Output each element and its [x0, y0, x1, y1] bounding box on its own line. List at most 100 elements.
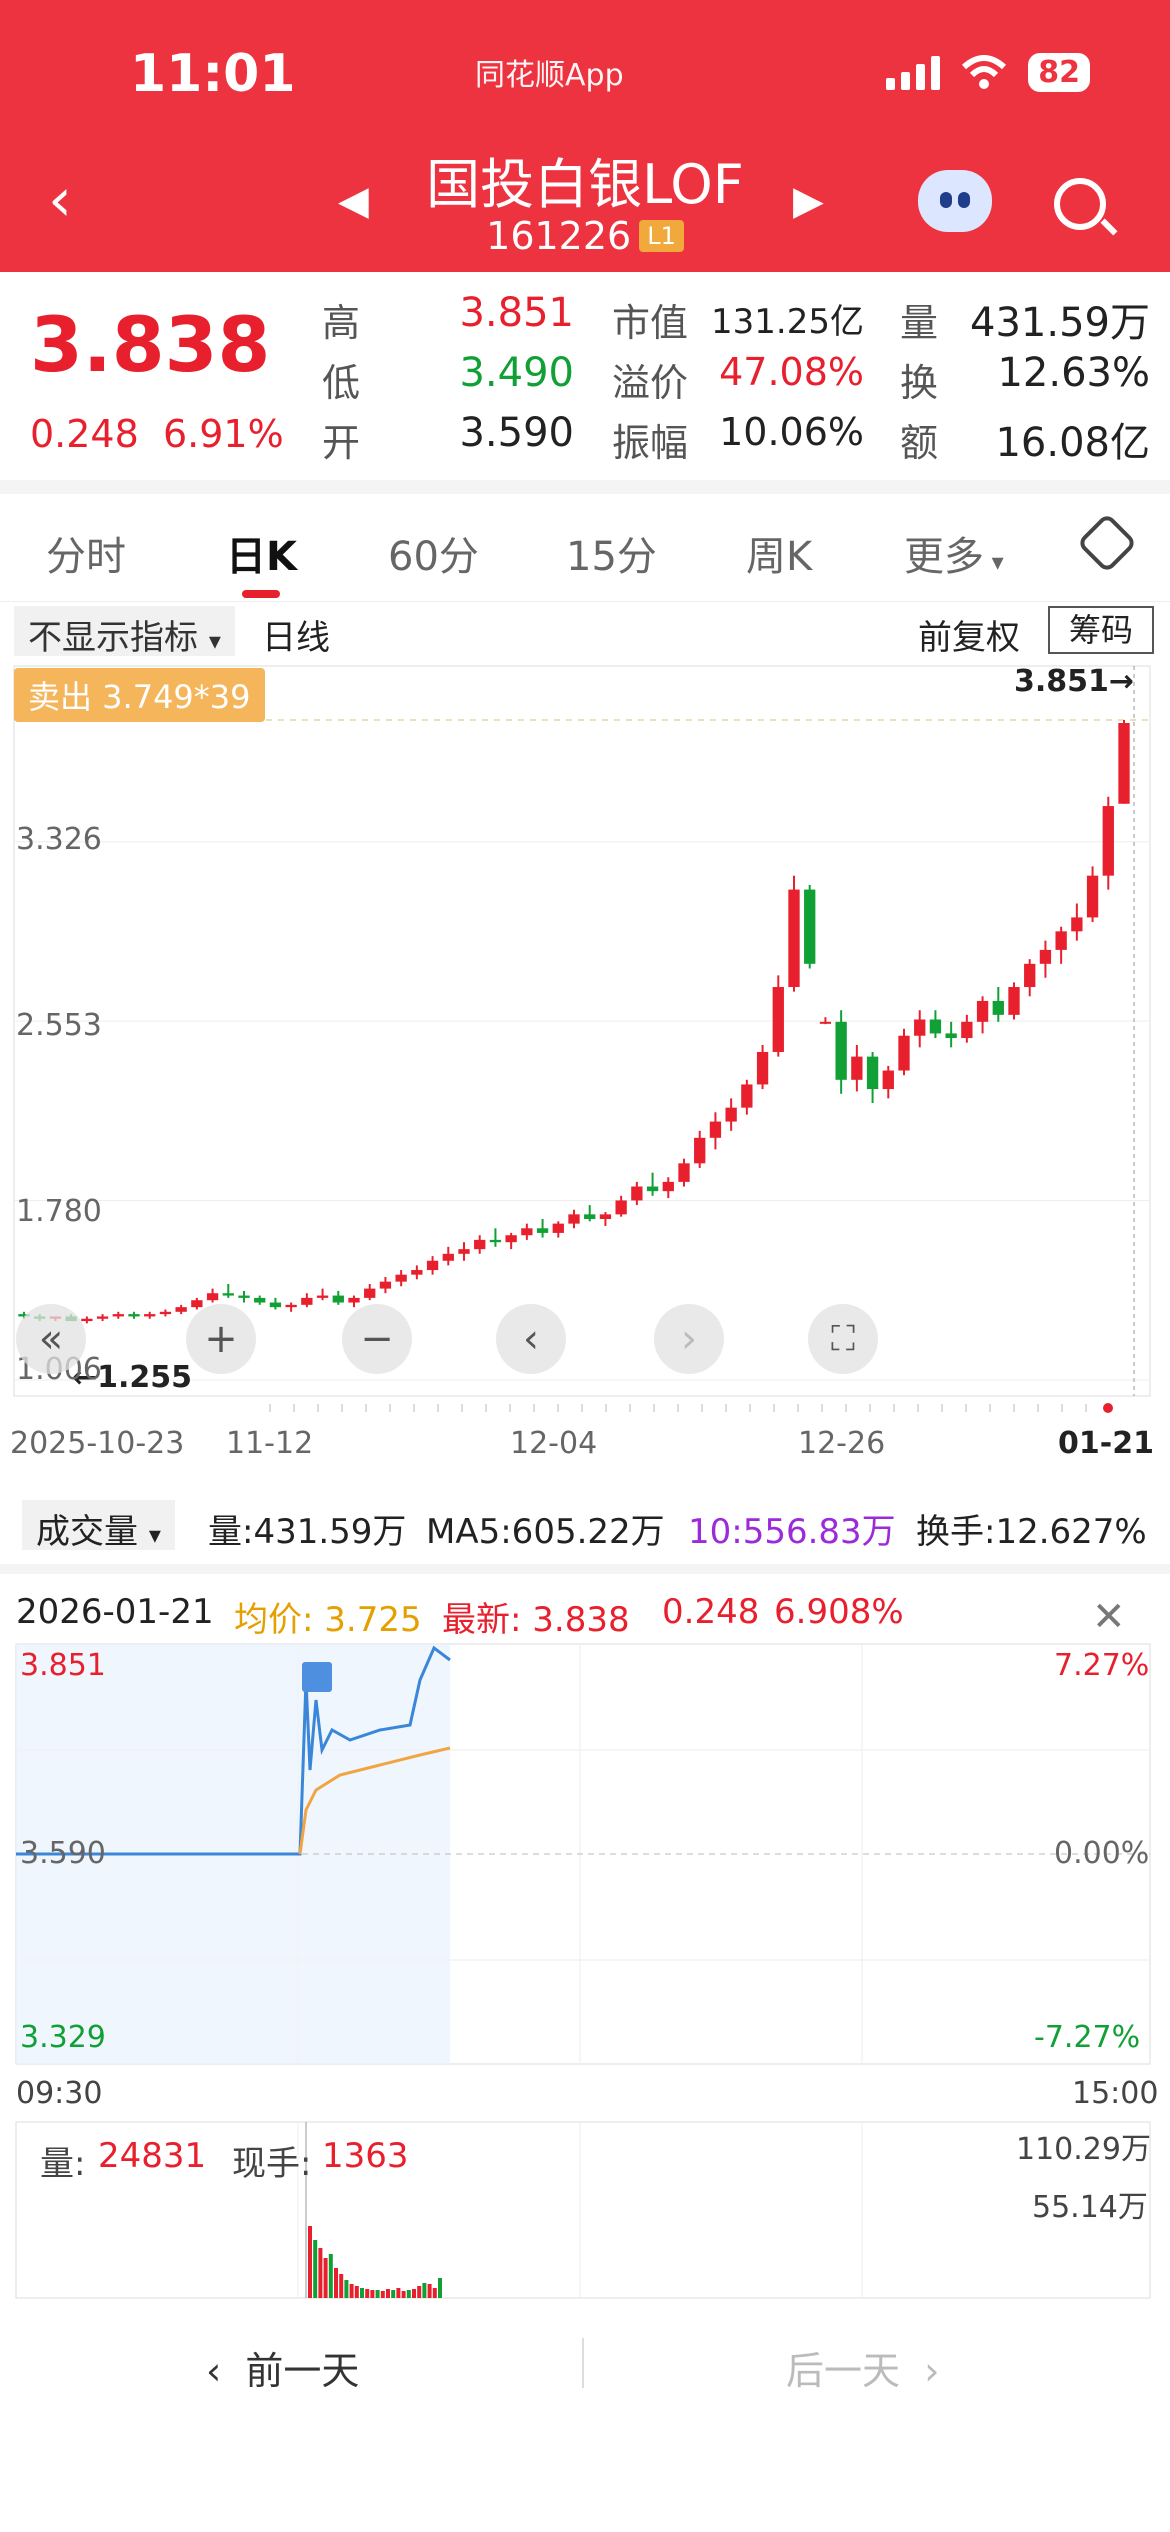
- hand-value: 1363: [322, 2136, 409, 2176]
- period-label: 日线: [262, 618, 330, 658]
- candle-body: [851, 1056, 863, 1080]
- x-tick: 12-04: [510, 1426, 598, 1461]
- next-day-button[interactable]: 后一天 ›: [786, 2349, 940, 2393]
- candle-body: [961, 1021, 973, 1039]
- candle-body: [1102, 806, 1114, 876]
- close-icon[interactable]: ✕: [1092, 1594, 1126, 1640]
- candle: [175, 1304, 187, 1315]
- candle: [756, 1045, 769, 1090]
- chart-frame: [13, 665, 1151, 1397]
- quote-panel: 3.838 0.248 6.91% 高 低 开 3.851 3.490 3.59…: [0, 272, 1170, 480]
- time-start: 09:30: [16, 2076, 103, 2111]
- candle: [128, 1311, 140, 1319]
- chevron-left-icon: ‹: [206, 2349, 234, 2393]
- candle: [552, 1221, 564, 1238]
- candle-body: [914, 1019, 926, 1036]
- search-icon[interactable]: [1054, 178, 1106, 230]
- candle: [694, 1130, 706, 1168]
- zoom-out-button[interactable]: −: [342, 1304, 412, 1374]
- candle-body: [725, 1107, 737, 1122]
- tab-intraday[interactable]: 分时: [46, 534, 126, 580]
- candle: [882, 1065, 894, 1099]
- volume-bar: [401, 2291, 406, 2298]
- candle-body: [882, 1070, 894, 1090]
- intraday-pct-low: -7.27%: [1034, 2020, 1141, 2055]
- tab-15min[interactable]: 15分: [566, 534, 657, 580]
- fullscreen-button[interactable]: ⛶: [808, 1304, 878, 1374]
- candle: [1071, 903, 1083, 941]
- scroll-right-button[interactable]: ›: [654, 1304, 724, 1374]
- volume-bar: [365, 2289, 370, 2298]
- intraday-volume-chart: [15, 2121, 1151, 2299]
- candle: [1102, 796, 1114, 890]
- candle: [1024, 959, 1036, 997]
- assistant-robot-icon[interactable]: [918, 170, 992, 232]
- prev-stock-button[interactable]: ◀: [338, 178, 369, 224]
- intraday-chart[interactable]: [0, 1640, 1170, 2080]
- intraday-y-low: 3.329: [20, 2020, 106, 2055]
- candle-body: [835, 1021, 847, 1080]
- candle-body: [1039, 949, 1052, 964]
- tab-daily-k[interactable]: 日K: [226, 534, 297, 580]
- candle: [474, 1235, 486, 1254]
- scroll-left-button[interactable]: ‹: [496, 1304, 566, 1374]
- high-value: 3.851: [459, 290, 574, 336]
- volume-bar: [354, 2286, 359, 2298]
- candle: [929, 1010, 942, 1039]
- tab-60min[interactable]: 60分: [388, 534, 479, 580]
- volume-bar: [349, 2284, 354, 2298]
- candle: [269, 1297, 282, 1310]
- candle: [206, 1288, 219, 1303]
- next-stock-button[interactable]: ▶: [793, 178, 824, 224]
- amplitude-value: 10.06%: [719, 410, 864, 454]
- candle-body: [474, 1239, 486, 1250]
- candle: [254, 1295, 266, 1305]
- volume-bar: [438, 2278, 442, 2298]
- candle: [1055, 926, 1067, 964]
- section-divider: [0, 480, 1170, 494]
- settings-icon[interactable]: [1076, 512, 1138, 574]
- candle: [301, 1293, 313, 1308]
- label-amount: 额: [900, 421, 939, 465]
- indicator-select[interactable]: 不显示指标 ▾: [14, 606, 235, 658]
- intraday-y-high: 3.851: [20, 1648, 106, 1683]
- candle-body: [426, 1260, 439, 1271]
- candle-body: [379, 1281, 392, 1289]
- candle: [426, 1256, 439, 1275]
- dropdown-icon: ▾: [148, 1521, 161, 1549]
- candle-body: [992, 1000, 1004, 1015]
- label-premium: 溢价: [612, 361, 689, 405]
- candle: [96, 1314, 109, 1322]
- candle-body: [866, 1056, 879, 1090]
- candle-body: [254, 1297, 266, 1303]
- zoom-in-button[interactable]: +: [186, 1304, 256, 1374]
- tab-more[interactable]: 更多 ▾: [904, 534, 1004, 580]
- stock-name: 国投白银LOF: [426, 153, 744, 216]
- candle: [536, 1219, 549, 1238]
- candle-body: [1118, 723, 1130, 804]
- volume-readout: 量:431.59万: [208, 1512, 407, 1552]
- volume-indicator-select[interactable]: 成交量 ▾: [22, 1500, 175, 1552]
- back-button[interactable]: ‹: [48, 165, 72, 235]
- low-value: 3.490: [459, 350, 574, 396]
- scroll-start-button[interactable]: «: [16, 1304, 86, 1374]
- volume-bar: [396, 2288, 401, 2298]
- adjust-toggle[interactable]: 前复权: [918, 618, 1020, 658]
- chips-button[interactable]: 筹码: [1048, 606, 1154, 654]
- sell-signal-badge: [302, 1662, 332, 1692]
- volume-bar: [412, 2289, 416, 2298]
- candle-body: [1024, 963, 1036, 988]
- prev-day-button[interactable]: ‹ 前一天: [206, 2349, 360, 2393]
- y-tick: 3.326: [16, 822, 102, 857]
- tab-weekly-k[interactable]: 周K: [746, 534, 813, 580]
- candle: [1008, 982, 1020, 1020]
- chevron-right-icon: ›: [912, 2349, 940, 2393]
- candle-body: [269, 1302, 282, 1308]
- intraday-latest: 最新: 3.838: [442, 1600, 630, 1640]
- kline-chart[interactable]: [0, 660, 1170, 1450]
- x-tick: 11-12: [226, 1426, 314, 1461]
- intraday-pct: 6.908%: [774, 1592, 904, 1632]
- volume-frame: [15, 2121, 1151, 2299]
- candle: [159, 1309, 172, 1317]
- candle: [725, 1098, 737, 1131]
